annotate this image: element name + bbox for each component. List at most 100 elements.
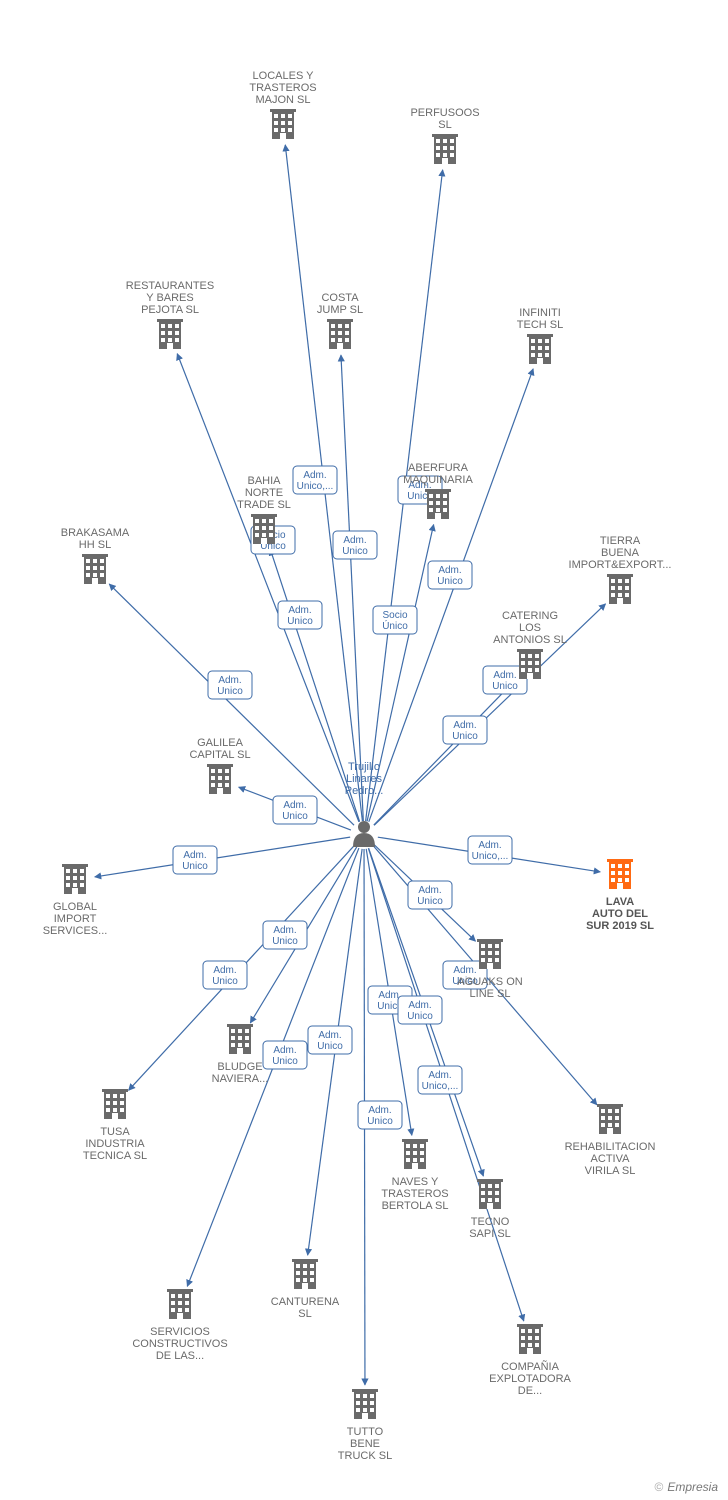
company-node[interactable]: PERFUSOOSSL: [410, 107, 479, 164]
company-node[interactable]: TIERRABUENAIMPORT&EXPORT...: [569, 535, 672, 604]
node-label: TECNO: [471, 1216, 510, 1228]
node-label: BENE: [350, 1438, 380, 1450]
node-label: TRUCK SL: [338, 1450, 392, 1462]
node-label: SL: [298, 1308, 311, 1320]
building-icon: [517, 649, 543, 679]
node-label: DE LAS...: [156, 1350, 204, 1362]
node-label: ABERFURA: [408, 462, 469, 474]
edge-label: Adm.Unico: [173, 846, 217, 874]
svg-text:Unico: Unico: [282, 811, 308, 822]
building-icon: [597, 1104, 623, 1134]
company-node[interactable]: BRAKASAMAHH SL: [61, 527, 130, 584]
node-label: TRASTEROS: [381, 1188, 448, 1200]
node-label: HH SL: [79, 539, 111, 551]
company-node[interactable]: TECNOSAPI SL: [469, 1179, 511, 1240]
building-icon: [432, 134, 458, 164]
node-label: SAPI SL: [469, 1228, 511, 1240]
building-icon: [207, 764, 233, 794]
svg-text:Adm.: Adm.: [283, 800, 306, 811]
node-label: TUTTO: [347, 1426, 384, 1438]
edge-label: SocioÚnico: [373, 606, 417, 634]
building-icon: [477, 939, 503, 969]
edge-label: Adm.Unico: [203, 961, 247, 989]
edge-label: Adm.Unico: [308, 1026, 352, 1054]
edge-label: Adm.Unico: [333, 531, 377, 559]
company-node[interactable]: TUTTOBENETRUCK SL: [338, 1389, 392, 1462]
svg-text:Adm.: Adm.: [318, 1030, 341, 1041]
node-label: Y BARES: [146, 292, 194, 304]
company-node[interactable]: LAVAAUTO DELSUR 2019 SL: [586, 859, 654, 932]
svg-text:Unico,...: Unico,...: [422, 1081, 459, 1092]
svg-text:Unico: Unico: [367, 1116, 393, 1127]
edge-label: Adm.Unico,...: [418, 1066, 462, 1094]
edge-label: Adm.Unico,...: [293, 466, 337, 494]
node-label: TUSA: [100, 1126, 130, 1138]
node-label: LOCALES Y: [253, 70, 315, 82]
svg-text:Unico: Unico: [212, 976, 238, 987]
node-label: RESTAURANTES: [126, 280, 214, 292]
company-node[interactable]: GLOBALIMPORTSERVICES...: [43, 864, 108, 937]
company-node[interactable]: TUSAINDUSTRIATECNICA SL: [83, 1089, 147, 1162]
svg-text:Unico: Unico: [287, 616, 313, 627]
svg-text:Unico: Unico: [182, 861, 208, 872]
building-icon: [527, 334, 553, 364]
building-icon: [82, 554, 108, 584]
node-label: PERFUSOOS: [410, 107, 479, 119]
node-label: SL: [438, 119, 451, 131]
edge-label: Adm.Unico: [408, 881, 452, 909]
center-person[interactable]: TrujilloLinaresPedro...: [345, 761, 384, 847]
node-label: AUTO DEL: [592, 908, 648, 920]
edge-label: Adm.Unico: [263, 1041, 307, 1069]
building-icon: [292, 1259, 318, 1289]
node-label: CANTURENA: [271, 1296, 340, 1308]
svg-text:Adm.: Adm.: [273, 1045, 296, 1056]
node-label: ANTONIOS SL: [493, 634, 567, 646]
company-node[interactable]: RESTAURANTESY BARESPEJOTA SL: [126, 280, 214, 349]
company-node[interactable]: COMPAÑIAEXPLOTADORADE...: [489, 1324, 571, 1397]
edge-label: Adm.Unico: [208, 671, 252, 699]
svg-text:Único: Único: [382, 619, 408, 632]
building-icon: [62, 864, 88, 894]
company-node[interactable]: REHABILITACIONACTIVAVIRILA SL: [565, 1104, 656, 1177]
node-label: LINE SL: [470, 988, 511, 1000]
footer-text: Empresia: [667, 1480, 718, 1494]
node-label: IMPORT&EXPORT...: [569, 559, 672, 571]
company-node[interactable]: INFINITITECH SL: [517, 307, 563, 364]
edge-label: Adm.Unico: [428, 561, 472, 589]
network-diagram: Adm.Unico,...SocioÚnicoSocioÚnicoAdm.Uni…: [0, 0, 728, 1500]
node-label: JUMP SL: [317, 304, 363, 316]
company-node[interactable]: BLUDGENAVIERA...: [212, 1024, 269, 1085]
company-node[interactable]: LOCALES YTRASTEROSMAJON SL: [249, 70, 316, 139]
node-label: MAQUINARIA: [403, 474, 473, 486]
node-label: NAVIERA...: [212, 1073, 269, 1085]
building-icon: [607, 859, 633, 889]
company-node[interactable]: CANTURENASL: [271, 1259, 340, 1320]
edge: [374, 679, 516, 825]
node-label: ACTIVA: [591, 1153, 631, 1165]
svg-text:Adm.: Adm.: [343, 535, 366, 546]
node-label: SERVICIOS: [150, 1326, 210, 1338]
edge-label: Adm.Unico: [398, 996, 442, 1024]
center-label: Linares: [346, 773, 383, 785]
node-label: DE...: [518, 1385, 542, 1397]
svg-text:Adm.: Adm.: [183, 850, 206, 861]
svg-text:Adm.: Adm.: [478, 840, 501, 851]
company-node[interactable]: SERVICIOSCONSTRUCTIVOSDE LAS...: [132, 1289, 227, 1362]
building-icon: [102, 1089, 128, 1119]
building-icon: [167, 1289, 193, 1319]
company-node[interactable]: NAVES YTRASTEROSBERTOLA SL: [381, 1139, 448, 1212]
svg-text:Unico,...: Unico,...: [472, 851, 509, 862]
company-node[interactable]: COSTAJUMP SL: [317, 292, 363, 349]
node-label: NORTE: [245, 487, 283, 499]
center-layer: TrujilloLinaresPedro...: [345, 761, 384, 847]
building-icon: [517, 1324, 543, 1354]
svg-text:Adm.: Adm.: [428, 1070, 451, 1081]
svg-text:Adm.: Adm.: [453, 720, 476, 731]
node-label: BUENA: [601, 547, 640, 559]
node-label: TECNICA SL: [83, 1150, 147, 1162]
company-node[interactable]: GALILEACAPITAL SL: [189, 737, 250, 794]
building-icon: [352, 1389, 378, 1419]
svg-text:Unico: Unico: [272, 1056, 298, 1067]
node-label: TECH SL: [517, 319, 563, 331]
edge-label: Adm.Unico: [273, 796, 317, 824]
